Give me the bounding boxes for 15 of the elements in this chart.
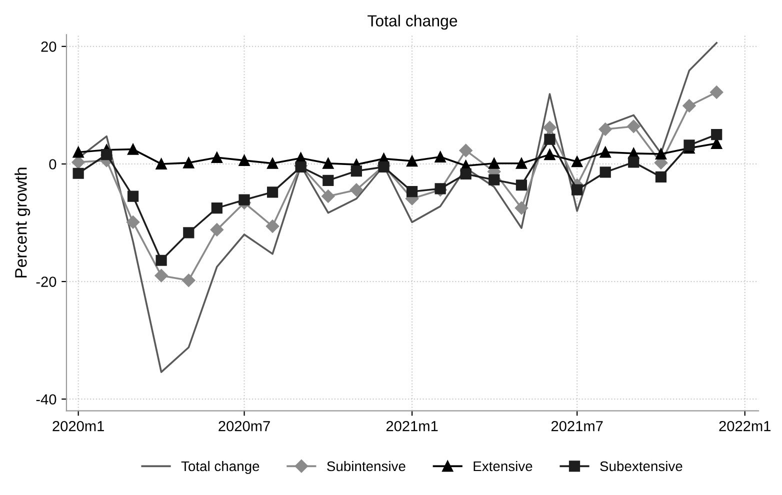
x-tick-label: 2020m1: [52, 420, 104, 432]
x-tick-label: 2021m1: [386, 420, 438, 432]
x-tick-label: 2021m7: [551, 420, 603, 432]
chart-title: Total change: [368, 14, 458, 30]
y-tick-label: -20: [36, 276, 56, 287]
x-tick-label: 2020m7: [218, 420, 270, 432]
legend-label: Subextensive: [600, 460, 682, 472]
y-axis-title: Percent growth: [14, 168, 30, 278]
y-tick-label: -40: [36, 394, 56, 405]
y-tick-label: 20: [41, 42, 56, 52]
legend-label: Subintensive: [327, 460, 406, 472]
x-tick-label: 2022m1: [719, 420, 771, 432]
legend-label: Extensive: [474, 460, 532, 472]
y-tick-label: 0: [49, 159, 56, 170]
legend-label: Total change: [181, 460, 260, 474]
